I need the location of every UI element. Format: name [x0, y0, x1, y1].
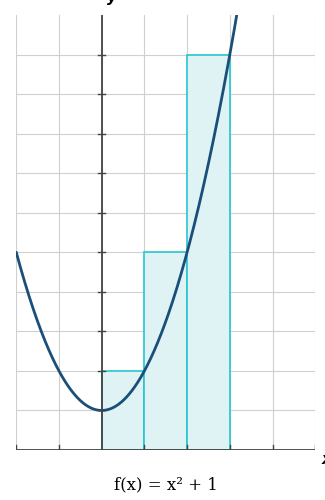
Bar — [187, 54, 230, 450]
Bar — [102, 371, 144, 450]
Text: y: y — [107, 0, 117, 5]
Text: x: x — [322, 452, 325, 467]
Text: f(x) = x² + 1: f(x) = x² + 1 — [114, 476, 218, 493]
Bar — [144, 252, 187, 450]
